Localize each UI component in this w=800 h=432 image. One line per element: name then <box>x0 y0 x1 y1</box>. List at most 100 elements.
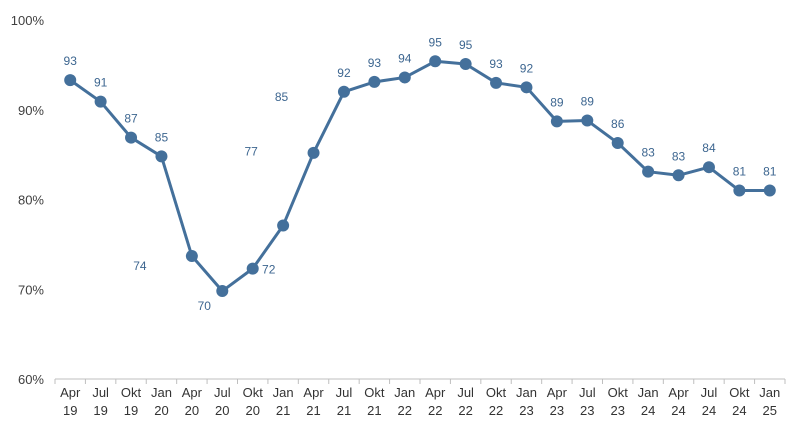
x-tick-year: 20 <box>185 403 199 418</box>
x-tick-year: 24 <box>641 403 655 418</box>
data-point <box>642 165 655 178</box>
x-tick-year: 20 <box>154 403 168 418</box>
x-tick-year: 20 <box>245 403 259 418</box>
x-tick-month: Apr <box>547 385 568 400</box>
y-tick-label: 90% <box>18 103 44 118</box>
x-tick-year: 24 <box>671 403 685 418</box>
x-tick-month: Jul <box>579 385 596 400</box>
x-tick-month: Jan <box>638 385 659 400</box>
data-point <box>185 250 198 263</box>
y-tick-label: 60% <box>18 372 44 387</box>
data-point <box>246 262 259 275</box>
x-tick-month: Jul <box>701 385 718 400</box>
data-point <box>459 57 472 70</box>
data-label: 93 <box>489 57 503 71</box>
x-tick-month: Okt <box>608 385 629 400</box>
x-tick-year: 24 <box>702 403 716 418</box>
data-label: 93 <box>368 56 382 70</box>
data-label: 81 <box>763 165 777 179</box>
data-point <box>550 115 563 128</box>
x-tick-month: Okt <box>364 385 385 400</box>
x-tick-month: Jan <box>759 385 780 400</box>
x-tick-year: 19 <box>124 403 138 418</box>
series-share <box>64 55 776 298</box>
data-point <box>611 136 624 149</box>
data-point <box>277 219 290 232</box>
data-label: 85 <box>275 90 289 104</box>
data-label: 77 <box>244 145 258 159</box>
y-tick-label: 70% <box>18 282 44 297</box>
data-point <box>64 74 77 87</box>
x-tick-year: 25 <box>763 403 777 418</box>
y-axis: 60% 70% 80% 90% 100% <box>11 13 45 387</box>
x-tick-month: Jul <box>214 385 231 400</box>
data-label: 72 <box>262 263 276 277</box>
data-label: 89 <box>550 95 564 109</box>
x-tick-year: 19 <box>63 403 77 418</box>
data-label: 89 <box>581 95 595 109</box>
data-label: 92 <box>520 61 534 75</box>
series-line <box>68 59 772 293</box>
x-tick-year: 24 <box>732 403 746 418</box>
data-label: 86 <box>611 117 625 131</box>
x-tick-month: Jan <box>273 385 294 400</box>
x-tick-year: 23 <box>519 403 533 418</box>
x-tick-year: 22 <box>398 403 412 418</box>
x-tick-year: 22 <box>428 403 442 418</box>
x-tick-year: 20 <box>215 403 229 418</box>
x-tick-year: 23 <box>580 403 594 418</box>
x-tick-year: 19 <box>93 403 107 418</box>
x-tick-year: 22 <box>489 403 503 418</box>
data-label: 83 <box>641 146 655 160</box>
data-label: 84 <box>702 141 716 155</box>
x-tick-year: 21 <box>367 403 381 418</box>
x-tick-month: Jan <box>394 385 415 400</box>
data-point <box>763 184 776 197</box>
data-point <box>94 95 107 108</box>
x-tick-month: Jan <box>516 385 537 400</box>
data-label: 91 <box>94 76 108 90</box>
data-point <box>368 75 381 88</box>
data-label: 83 <box>672 149 686 163</box>
x-tick-month: Jan <box>151 385 172 400</box>
x-tick-month: Apr <box>182 385 203 400</box>
x-tick-month: Jul <box>92 385 109 400</box>
data-point <box>672 169 685 182</box>
x-tick-month: Okt <box>729 385 750 400</box>
x-tick-year: 21 <box>306 403 320 418</box>
x-tick-year: 23 <box>550 403 564 418</box>
x-tick-month: Apr <box>668 385 689 400</box>
data-point <box>520 81 533 94</box>
data-point <box>337 85 350 98</box>
data-point <box>216 285 229 298</box>
data-label: 81 <box>733 165 747 179</box>
data-label: 95 <box>429 35 443 49</box>
data-point <box>429 55 442 68</box>
data-label: 74 <box>133 259 147 273</box>
data-labels: 93 91 87 85 74 70 72 77 85 92 93 94 95 95 93 92 89 89 86 83… <box>64 35 777 313</box>
data-label: 92 <box>337 66 351 80</box>
x-tick-month: Okt <box>486 385 507 400</box>
x-tick-month: Jul <box>457 385 474 400</box>
data-point <box>307 146 320 159</box>
x-tick-year: 23 <box>610 403 624 418</box>
x-axis: Apr 19 Jul 19 Okt 19 Jan 20 Apr 20 Jul 20 Okt 20 Jan 21… <box>54 378 786 418</box>
x-tick-month: Jul <box>336 385 353 400</box>
data-point <box>155 150 168 163</box>
y-tick-label: 80% <box>18 193 44 208</box>
data-point <box>581 114 594 127</box>
x-tick-year: 22 <box>458 403 472 418</box>
data-point <box>702 161 715 174</box>
data-point <box>490 76 503 89</box>
data-label: 94 <box>398 51 412 65</box>
x-tick-month: Okt <box>243 385 264 400</box>
data-label: 85 <box>155 130 169 144</box>
data-label: 87 <box>124 112 138 126</box>
data-point <box>733 184 746 197</box>
data-point <box>125 131 138 144</box>
data-point <box>398 71 411 84</box>
x-tick-month: Apr <box>303 385 324 400</box>
y-tick-label: 100% <box>11 13 45 28</box>
x-tick-year: 21 <box>276 403 290 418</box>
